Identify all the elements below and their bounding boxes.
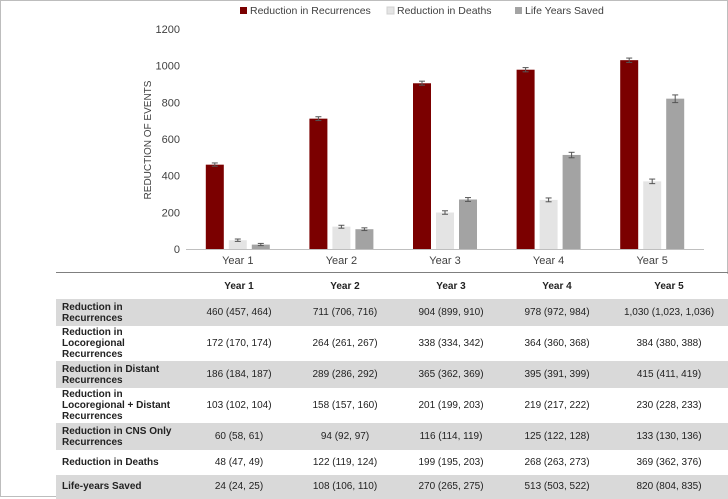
- table-row: Reduction in Deaths 48 (47, 49) 122 (119…: [56, 450, 728, 475]
- y-tick-label: 400: [162, 171, 180, 183]
- table-cell: 1,030 (1,023, 1,036): [610, 298, 728, 327]
- y-tick-label: 0: [174, 244, 180, 256]
- y-tick-label: 600: [162, 134, 180, 146]
- table-cell: 384 (380, 388): [610, 326, 728, 361]
- table-cell: 264 (261, 267): [292, 326, 398, 361]
- table-cell: 364 (360, 368): [504, 326, 610, 361]
- bar-reduction-in-recurrences: [620, 60, 639, 249]
- table-row: Life-years Saved 24 (24, 25) 108 (106, 1…: [56, 474, 728, 499]
- legend-label: Reduction in Deaths: [397, 5, 492, 17]
- row-label: Life-years Saved: [56, 474, 186, 499]
- col-header: Year 3: [398, 274, 504, 299]
- row-label: Reduction in Distant Recurrences: [56, 360, 186, 389]
- table-cell: 172 (170, 174): [186, 326, 292, 361]
- y-tick-label: 1200: [156, 24, 180, 36]
- table-cell: 230 (228, 233): [610, 388, 728, 423]
- bar-reduction-in-recurrences: [516, 69, 535, 249]
- x-tick-label: Year 3: [429, 255, 460, 267]
- y-axis-label: REDUCTION OF EVENTS: [143, 80, 154, 199]
- table-cell: 60 (58, 61): [186, 422, 292, 451]
- x-axis: Year 1 Year 2 Year 3 Year 4 Year 5: [222, 255, 668, 267]
- table-cell: 904 (899, 910): [398, 298, 504, 327]
- bar-reduction-in-recurrences: [205, 164, 224, 249]
- x-tick-label: Year 5: [636, 255, 667, 267]
- data-table: Year 1 Year 2 Year 3 Year 4 Year 5 Reduc…: [56, 274, 728, 499]
- y-tick-label: 1000: [156, 61, 180, 73]
- table-cell: 395 (391, 399): [504, 360, 610, 389]
- x-tick-label: Year 4: [533, 255, 564, 267]
- bar-life-years-saved: [251, 244, 270, 249]
- legend-swatch: [386, 6, 395, 15]
- table-cell: 513 (503, 522): [504, 474, 610, 499]
- y-tick-label: 800: [162, 97, 180, 109]
- table-cell: 338 (334, 342): [398, 326, 504, 361]
- table-cell: 289 (286, 292): [292, 360, 398, 389]
- col-header: Year 5: [610, 274, 728, 299]
- table-cell: 24 (24, 25): [186, 474, 292, 499]
- table-cell: 186 (184, 187): [186, 360, 292, 389]
- legend-label: Life Years Saved: [525, 5, 604, 17]
- bar-reduction-in-deaths: [539, 199, 558, 249]
- col-header: Year 4: [504, 274, 610, 299]
- table-cell: 133 (130, 136): [610, 422, 728, 451]
- table-cell: 365 (362, 369): [398, 360, 504, 389]
- bars: [205, 57, 685, 250]
- bar-life-years-saved: [666, 98, 685, 250]
- y-tick-label: 200: [162, 207, 180, 219]
- legend-swatch: [515, 7, 522, 14]
- col-header: Year 2: [292, 274, 398, 299]
- table-cell: 369 (362, 376): [610, 450, 728, 475]
- bar-life-years-saved: [562, 154, 581, 249]
- table-cell: 415 (411, 419): [610, 360, 728, 389]
- table-cell: 978 (972, 984): [504, 298, 610, 327]
- table-cell: 199 (195, 203): [398, 450, 504, 475]
- bar-reduction-in-recurrences: [413, 83, 431, 250]
- table-cell: 820 (804, 835): [610, 474, 728, 499]
- table-cell: 48 (47, 49): [186, 450, 292, 475]
- table-cell: 201 (199, 203): [398, 388, 504, 423]
- table-cell: 116 (114, 119): [398, 422, 504, 451]
- table-cell: 108 (106, 110): [292, 474, 398, 499]
- table-cell: 460 (457, 464): [186, 298, 292, 327]
- y-axis: 0 200 400 600 800 1000 1200: [156, 24, 704, 256]
- table-cell: 103 (102, 104): [186, 388, 292, 423]
- chart-legend: Reduction in Recurrences Reduction in Dea…: [240, 5, 604, 17]
- table-cell: 122 (119, 124): [292, 450, 398, 475]
- table-cell: 268 (263, 273): [504, 450, 610, 475]
- table-top-rule: [56, 272, 728, 273]
- table-cell: 270 (265, 275): [398, 474, 504, 499]
- bar-reduction-in-deaths: [643, 181, 662, 249]
- x-tick-label: Year 2: [326, 255, 357, 267]
- row-label: Reduction in Recurrences: [56, 298, 186, 327]
- bar-life-years-saved: [459, 199, 477, 249]
- table-row: Reduction in Distant Recurrences 186 (18…: [56, 360, 728, 389]
- bar-chart: Reduction in Recurrences Reduction in Dea…: [143, 5, 704, 267]
- bar-reduction-in-deaths: [332, 226, 351, 249]
- table-row: Reduction in Recurrences 460 (457, 464) …: [56, 298, 728, 327]
- table-cell: 711 (706, 716): [292, 298, 398, 327]
- col-header: Year 1: [186, 274, 292, 299]
- bar-reduction-in-deaths: [436, 212, 454, 249]
- bar-reduction-in-recurrences: [309, 118, 328, 250]
- table-cell: 94 (92, 97): [292, 422, 398, 451]
- row-label: Reduction in Locoregional + Distant Recu…: [56, 388, 186, 423]
- row-label: Reduction in Deaths: [56, 450, 186, 475]
- table-row: Reduction in CNS Only Recurrences 60 (58…: [56, 422, 728, 451]
- table-cell: 158 (157, 160): [292, 388, 398, 423]
- row-label: Reduction in Locoregional Recurrences: [56, 326, 186, 361]
- x-tick-label: Year 1: [222, 255, 253, 267]
- table-cell: 219 (217, 222): [504, 388, 610, 423]
- table-row: Reduction in Locoregional Recurrences 17…: [56, 326, 728, 361]
- table-row: Reduction in Locoregional + Distant Recu…: [56, 388, 728, 423]
- table-cell: 125 (122, 128): [504, 422, 610, 451]
- bar-life-years-saved: [355, 229, 374, 249]
- row-label: Reduction in CNS Only Recurrences: [56, 422, 186, 451]
- legend-label: Reduction in Recurrences: [250, 5, 371, 17]
- bar-reduction-in-deaths: [228, 240, 247, 249]
- table-corner: [56, 274, 186, 299]
- legend-swatch: [240, 7, 247, 14]
